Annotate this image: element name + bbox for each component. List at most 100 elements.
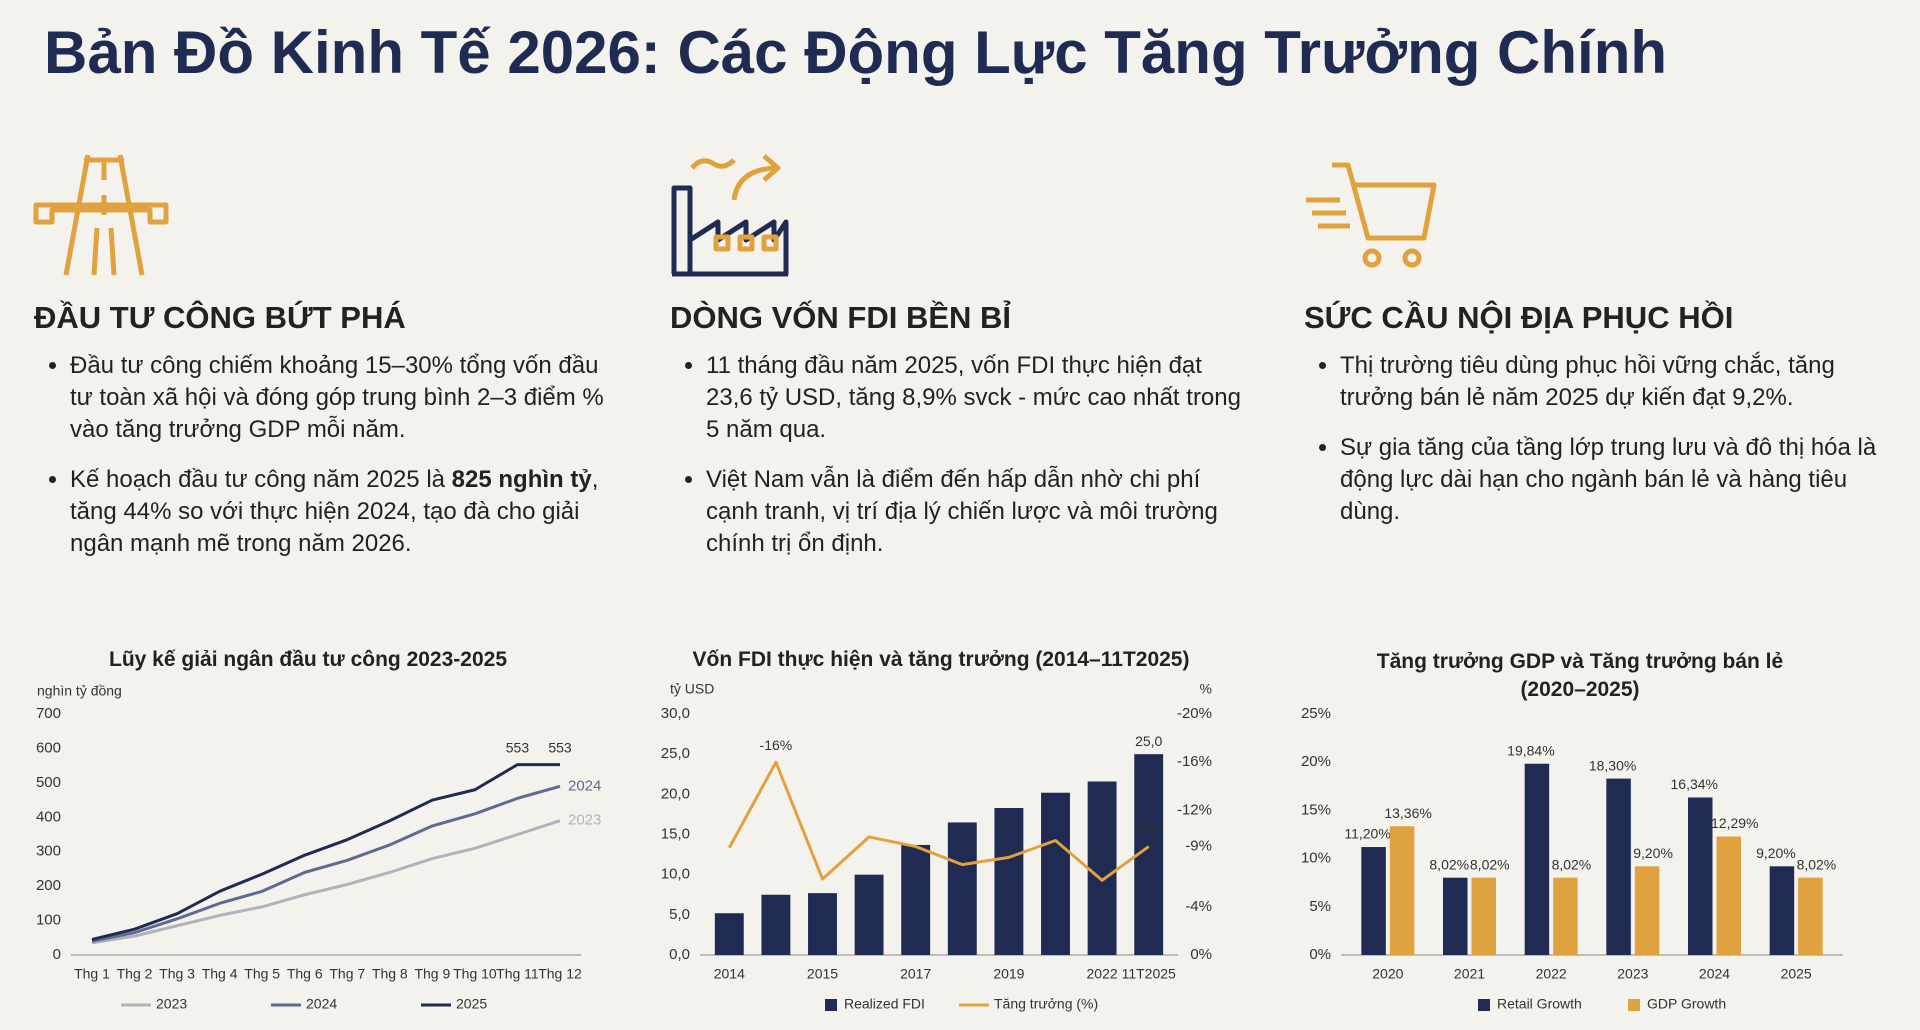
legend-label: Retail Growth bbox=[1497, 996, 1582, 1012]
section-heading: SỨC CẦU NỘI ĐỊA PHỤC HỒI bbox=[1304, 300, 1734, 335]
x-tick-label: 11T2025 bbox=[1122, 966, 1176, 982]
y-tick-label: 100 bbox=[36, 912, 61, 929]
bullet: Thị trường tiêu dùng phục hồi vững chắc,… bbox=[1340, 350, 1884, 414]
data-label: 553 bbox=[548, 739, 572, 755]
legend-label: GDP Growth bbox=[1647, 996, 1726, 1012]
y-tick-label: 300 bbox=[36, 843, 61, 860]
bar bbox=[1443, 877, 1468, 955]
bar bbox=[854, 874, 884, 955]
data-label: 19,84% bbox=[1507, 742, 1554, 758]
section-heading: DÒNG VỐN FDI BỀN BỈ bbox=[670, 300, 1012, 335]
chart: tỷ USD % 0,0 5,0 10,0 15,0 20,0 25,0 30,0 0% -4% -9… bbox=[661, 681, 1212, 1012]
bar bbox=[1769, 866, 1795, 955]
y-tick-label: 10% bbox=[1301, 850, 1331, 867]
legend-swatch bbox=[825, 999, 837, 1011]
x-tick-label: 2021 bbox=[1454, 966, 1485, 982]
data-label: 18,30% bbox=[1589, 757, 1636, 773]
data-label: 16,34% bbox=[1671, 776, 1718, 792]
y2-tick-label: 0% bbox=[1190, 946, 1212, 963]
x-tick-label: 2014 bbox=[714, 966, 745, 982]
y-tick-label: 600 bbox=[36, 739, 61, 756]
bar bbox=[1389, 826, 1415, 955]
bar bbox=[761, 894, 791, 955]
legend-label: 2023 bbox=[156, 996, 187, 1012]
y2-tick-label: -16% bbox=[1177, 753, 1212, 770]
cart-icon bbox=[1306, 162, 1437, 268]
data-label: 13,36% bbox=[1384, 805, 1431, 821]
data-label: -16% bbox=[760, 737, 793, 753]
bar bbox=[1553, 877, 1578, 955]
line bbox=[91, 763, 560, 941]
chart-title: Tăng trưởng GDP và Tăng trưởng bán lẻ (2… bbox=[1376, 650, 1784, 701]
y-tick-label: 15% bbox=[1301, 801, 1331, 818]
y-tick-label: 15,0 bbox=[661, 825, 690, 842]
bullet: Đầu tư công chiếm khoảng 15–30% tổng vốn… bbox=[70, 350, 614, 446]
x-tick-label: 2017 bbox=[900, 966, 931, 982]
y-axis-label: tỷ USD bbox=[670, 681, 714, 697]
y2-tick-label: -4% bbox=[1185, 898, 1212, 915]
y-tick-label: 25% bbox=[1301, 705, 1331, 722]
line-end-label: 2024 bbox=[568, 777, 601, 794]
bullet: Việt Nam vẫn là điểm đến hấp dẫn nhờ chi… bbox=[706, 464, 1250, 560]
x-tick-label: 2023 bbox=[1617, 966, 1648, 982]
highway-icon bbox=[33, 154, 169, 276]
x-tick-label: Thg 3 bbox=[159, 966, 195, 982]
x-tick-label: Thg 7 bbox=[329, 966, 365, 982]
bar bbox=[714, 913, 744, 955]
y-tick-label: 500 bbox=[36, 774, 61, 791]
bar bbox=[1688, 797, 1713, 955]
y-tick-label: 400 bbox=[36, 808, 61, 825]
section: SỨC CẦU NỘI ĐỊA PHỤC HỒI Thị trường tiêu … bbox=[1304, 300, 1884, 546]
y2-axis-label: % bbox=[1200, 681, 1212, 697]
bar bbox=[1798, 877, 1823, 955]
x-tick-label: 2024 bbox=[1699, 966, 1730, 982]
bar bbox=[808, 893, 837, 955]
text: Việt Nam vẫn là điểm đến hấp dẫn nhờ chi… bbox=[706, 466, 1218, 557]
bar bbox=[1087, 781, 1117, 955]
section: DÒNG VỐN FDI BỀN BỈ 11 tháng đầu năm 2025… bbox=[670, 300, 1250, 578]
bar bbox=[901, 844, 931, 955]
bar bbox=[1634, 866, 1660, 955]
x-tick-label: Thg 9 bbox=[414, 966, 450, 982]
text: Đầu tư công chiếm khoảng 15–30% tổng vốn… bbox=[70, 352, 604, 443]
line bbox=[91, 784, 561, 943]
bar bbox=[1716, 836, 1741, 955]
y-tick-label: 0,0 bbox=[669, 946, 690, 963]
line bbox=[91, 819, 561, 945]
data-label: -9% bbox=[1136, 821, 1161, 837]
legend-swatch bbox=[1478, 999, 1490, 1011]
x-tick-label: Thg 6 bbox=[287, 966, 323, 982]
x-tick-label: Thg 5 bbox=[244, 966, 280, 982]
bar bbox=[1524, 763, 1550, 955]
y-tick-label: 20% bbox=[1301, 753, 1331, 770]
line-end-label: 2023 bbox=[568, 812, 601, 829]
data-label: 553 bbox=[506, 739, 530, 755]
chart-title: Lũy kế giải ngân đầu tư công 2023-2025 bbox=[109, 648, 507, 671]
chart-title: Vốn FDI thực hiện và tăng trưởng (2014–1… bbox=[692, 648, 1190, 671]
line bbox=[727, 760, 1150, 882]
x-tick-label: 2019 bbox=[993, 966, 1024, 982]
x-tick-label: 2022 bbox=[1536, 966, 1567, 982]
bullet-list: Thị trường tiêu dùng phục hồi vững chắc,… bbox=[1304, 350, 1884, 528]
bar bbox=[1606, 778, 1631, 955]
y-tick-label: 10,0 bbox=[661, 866, 690, 883]
x-tick-label: Thg 2 bbox=[117, 966, 153, 982]
y-tick-label: 0% bbox=[1309, 946, 1331, 963]
x-tick-label: 2025 bbox=[1781, 966, 1812, 982]
section: ĐẦU TƯ CÔNG BỨT PHÁ Đầu tư công chiếm kho… bbox=[34, 300, 614, 578]
legend-label: Tăng trưởng (%) bbox=[994, 996, 1098, 1012]
bullet: Sự gia tăng của tầng lớp trung lưu và đô… bbox=[1340, 432, 1884, 528]
section-heading: ĐẦU TƯ CÔNG BỨT PHÁ bbox=[34, 300, 406, 335]
x-tick-label: Thg 12 bbox=[538, 966, 582, 982]
text: Kế hoạch đầu tư công năm 2025 là bbox=[70, 466, 452, 493]
bar bbox=[947, 822, 977, 955]
x-tick-label: Thg 11 bbox=[496, 966, 539, 982]
text: 11 tháng đầu năm 2025, vốn FDI thực hiện… bbox=[706, 352, 1241, 443]
bullet: Kế hoạch đầu tư công năm 2025 là 825 ngh… bbox=[70, 464, 614, 560]
y-axis-label: nghìn tỷ đồng bbox=[37, 683, 122, 699]
y-tick-label: 200 bbox=[36, 877, 61, 894]
text: , tăng 44% so với thực hiện 2024, tạo đà… bbox=[70, 466, 599, 557]
y-tick-label: 0 bbox=[53, 946, 61, 963]
